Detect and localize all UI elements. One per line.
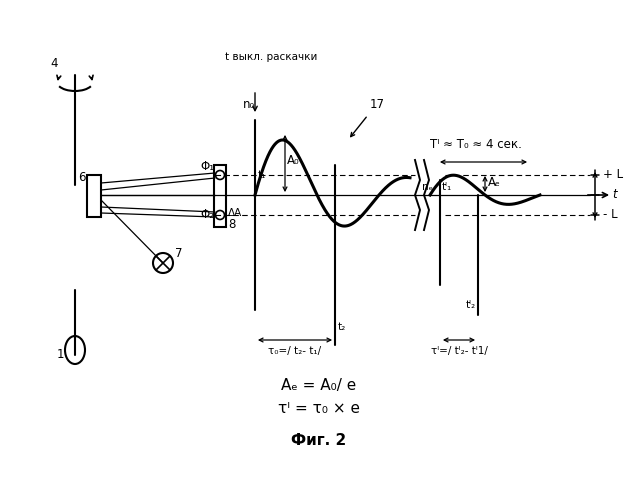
Text: + L: + L	[603, 168, 623, 181]
Text: t₂: t₂	[338, 322, 346, 332]
Text: n₀: n₀	[243, 98, 255, 111]
Text: tᴵ₂: tᴵ₂	[466, 300, 476, 310]
Text: 6: 6	[78, 171, 86, 184]
Bar	[87, 175, 101, 217]
Text: τ₀=/ t₂- t₁/: τ₀=/ t₂- t₁/	[268, 346, 321, 356]
Text: 1: 1	[57, 348, 65, 361]
Text: 4: 4	[50, 57, 58, 70]
Text: Φ₂: Φ₂	[200, 208, 214, 221]
Circle shape	[215, 170, 224, 179]
Text: Tᴵ ≈ T₀ ≈ 4 сек.: Tᴵ ≈ T₀ ≈ 4 сек.	[430, 138, 522, 151]
Text: t₁: t₁	[258, 170, 266, 180]
Text: nₑ: nₑ	[422, 182, 433, 192]
Circle shape	[215, 210, 224, 220]
Text: - L: - L	[603, 208, 618, 221]
Text: Aₑ: Aₑ	[488, 176, 501, 189]
Text: A₀: A₀	[287, 154, 300, 167]
Text: tᴵ₁: tᴵ₁	[442, 182, 452, 192]
Text: τᴵ = τ₀ × e: τᴵ = τ₀ × e	[278, 401, 360, 416]
Text: t: t	[612, 188, 617, 201]
Text: Φ₁: Φ₁	[200, 160, 214, 173]
Text: ΔA: ΔA	[228, 208, 242, 218]
Text: t выкл. раскачки: t выкл. раскачки	[225, 52, 318, 62]
Text: 17: 17	[370, 98, 385, 111]
Text: Фиг. 2: Фиг. 2	[291, 433, 346, 448]
Text: Aₑ = A₀/ e: Aₑ = A₀/ e	[281, 378, 357, 393]
Text: 7: 7	[175, 247, 183, 260]
Text: τᴵ=/ tᴵ₂- tᴵ1/: τᴵ=/ tᴵ₂- tᴵ1/	[431, 346, 488, 356]
Text: 8: 8	[228, 218, 235, 231]
Bar	[214, 165, 226, 227]
